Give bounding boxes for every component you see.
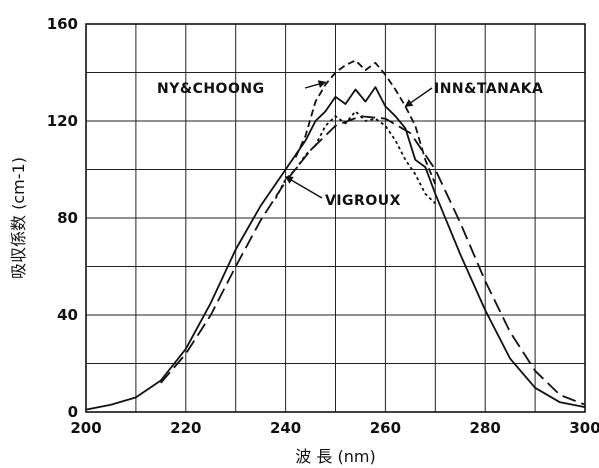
x-tick-label: 240 (270, 419, 301, 437)
annotation-label: INN&TANAKA (434, 81, 543, 97)
y-tick-label: 40 (57, 306, 78, 324)
grid (85, 23, 586, 413)
x-tick-label: 280 (470, 419, 501, 437)
plot-frame (85, 23, 586, 413)
series-group (85, 59, 586, 411)
x-tick-label: 300 (569, 419, 599, 437)
annotation-arrow (284, 176, 323, 199)
x-tick-label: 200 (70, 419, 101, 437)
y-tick-label: 80 (57, 209, 78, 227)
series-line-dash (160, 115, 586, 406)
annotation-group: NY&CHOONG INN&TANAKA VIGROUX (157, 80, 543, 209)
y-axis-label: 吸収係数 (cm-1) (9, 157, 28, 279)
annotation-label: NY&CHOONG (157, 81, 265, 97)
tick-labels: 200 220 240 260 280 300 0 40 80 120 160 (47, 15, 599, 437)
y-tick-label: 0 (68, 403, 78, 421)
x-axis-label: 波 長 (nm) (295, 447, 375, 466)
x-tick-label: 220 (170, 419, 201, 437)
y-tick-label: 160 (47, 15, 78, 33)
annotation-label: VIGROUX (325, 193, 401, 209)
series-line-inn-tanaka (85, 86, 586, 411)
annotation-arrow (304, 80, 327, 89)
series-line-vigroux (274, 110, 436, 205)
annotation-arrow (404, 87, 433, 108)
series-line-ny-choong (294, 59, 437, 185)
y-tick-label: 120 (47, 112, 78, 130)
x-tick-label: 260 (370, 419, 401, 437)
